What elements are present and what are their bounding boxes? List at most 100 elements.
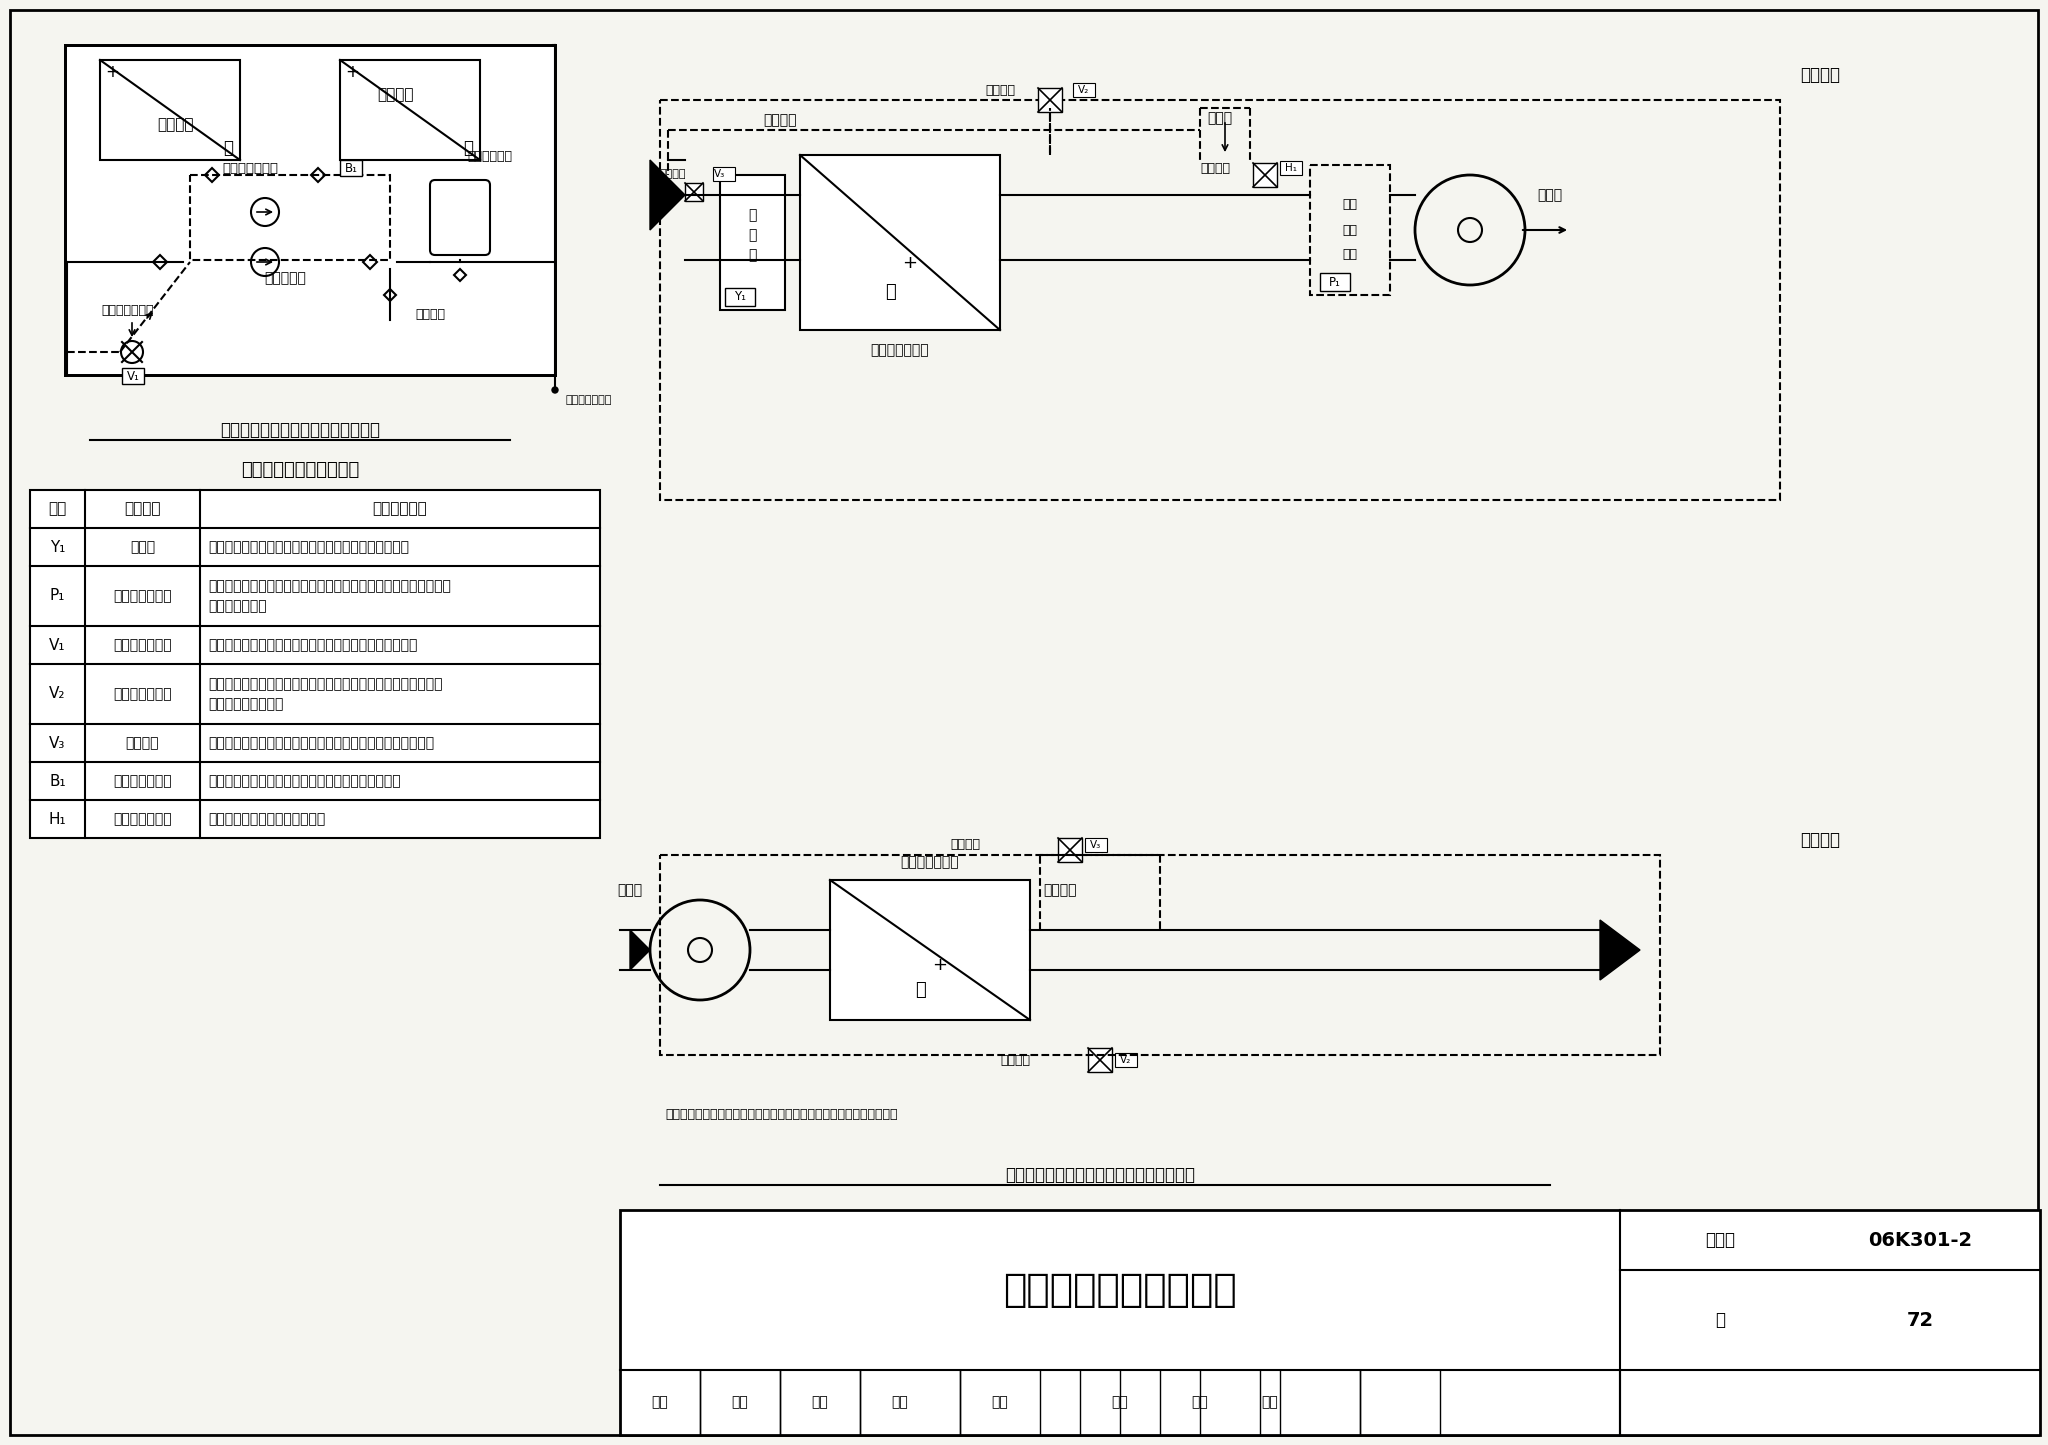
Text: －: －: [223, 139, 233, 158]
Text: 旁通管及旁通阀: 旁通管及旁通阀: [113, 686, 172, 701]
Text: 旁通风管: 旁通风管: [1042, 883, 1077, 897]
Text: 审核: 审核: [651, 1394, 668, 1409]
Bar: [713, 168, 735, 181]
Text: V₂: V₂: [1120, 1055, 1133, 1065]
Circle shape: [553, 387, 557, 393]
Text: －: －: [885, 283, 895, 302]
Text: 电动风阀: 电动风阀: [999, 1053, 1030, 1066]
Text: 隔膜式膨胀罐: 隔膜式膨胀罐: [467, 150, 512, 163]
Text: 图集号: 图集号: [1706, 1231, 1735, 1248]
Text: 页: 页: [1714, 1311, 1724, 1329]
Text: 溶液充注: 溶液充注: [416, 308, 444, 321]
Text: 电动风阀: 电动风阀: [125, 736, 160, 750]
Text: 系统最低点放空: 系统最低点放空: [565, 394, 612, 405]
Text: 预热器: 预热器: [129, 540, 156, 553]
Text: 盘管: 盘管: [1343, 249, 1358, 262]
Text: 加湿处理的系统: 加湿处理的系统: [209, 600, 266, 613]
Text: 适用于送风送入工作区前，为满足工作区温、湿度要求需要再热、: 适用于送风送入工作区前，为满足工作区温、湿度要求需要再热、: [209, 579, 451, 592]
Text: B₁: B₁: [49, 773, 66, 789]
Text: 适于处理风量大且需旁通时间长的系统，其中送风旁通也适用于: 适于处理风量大且需旁通时间长的系统，其中送风旁通也适用于: [209, 678, 442, 691]
Bar: [721, 175, 784, 311]
Text: 电动风阀: 电动风阀: [1200, 162, 1231, 175]
Bar: [1085, 838, 1108, 853]
Text: 热回收装置系统流程图: 热回收装置系统流程图: [1004, 1272, 1237, 1309]
Text: 适用于处理风量大、连续运行系统或比较重要的系统: 适用于处理风量大、连续运行系统或比较重要的系统: [209, 775, 401, 788]
Text: +: +: [104, 64, 119, 81]
Text: +: +: [903, 253, 918, 272]
Text: 电动风阀: 电动风阀: [950, 838, 981, 851]
Bar: [190, 175, 389, 260]
Text: 06K301-2: 06K301-2: [1868, 1231, 1972, 1250]
Text: 回风管及回风阀: 回风管及回风阀: [113, 812, 172, 827]
Text: 代号: 代号: [49, 501, 68, 516]
Text: 校对: 校对: [811, 1394, 827, 1409]
Text: 器: 器: [748, 249, 756, 262]
Text: 适于通过中间溶液的旁通控制来防止排风盘管结霜的系统: 适于通过中间溶液的旁通控制来防止排风盘管结霜的系统: [209, 639, 418, 652]
Text: 备用溶液循环泵: 备用溶液循环泵: [113, 775, 172, 788]
Text: V₁: V₁: [127, 370, 139, 383]
Text: 回风管: 回风管: [1208, 111, 1233, 126]
Text: 热回收装置选配部分说明: 热回收装置选配部分说明: [242, 461, 358, 478]
Text: 加热: 加热: [1343, 224, 1358, 237]
Text: 季伟: 季伟: [731, 1394, 748, 1409]
Bar: [684, 184, 702, 201]
Polygon shape: [649, 160, 684, 230]
Text: 电动风阀: 电动风阀: [659, 169, 686, 179]
Bar: [1087, 1048, 1112, 1072]
Text: 公初: 公初: [1262, 1394, 1278, 1409]
Bar: [1059, 838, 1081, 863]
Text: 注：图中虚线部分表示，设计时可根据工程实际需要选择配置的内容。: 注：图中虚线部分表示，设计时可根据工程实际需要选择配置的内容。: [666, 1108, 897, 1121]
Text: 送风系统: 送风系统: [1800, 66, 1839, 84]
Text: －: －: [915, 981, 926, 998]
Text: 电动三通调节阀: 电动三通调节阀: [113, 639, 172, 652]
Text: 二次: 二次: [1343, 198, 1358, 211]
Text: 王濂: 王濂: [891, 1394, 909, 1409]
Bar: [340, 61, 479, 160]
Text: 排风盘管: 排风盘管: [377, 88, 414, 103]
Text: V₂: V₂: [1079, 85, 1090, 95]
Polygon shape: [631, 931, 649, 970]
Bar: [829, 880, 1030, 1020]
Text: Y₁: Y₁: [49, 539, 66, 555]
Text: 防止排风结霜的系统: 防止排风结霜的系统: [209, 696, 283, 711]
Text: 排风系统: 排风系统: [1800, 831, 1839, 850]
Bar: [1321, 273, 1350, 290]
Text: V₃: V₃: [49, 736, 66, 750]
Text: 装置设置说明: 装置设置说明: [373, 501, 428, 516]
Text: V₂: V₂: [49, 686, 66, 701]
Text: 刘凯: 刘凯: [1192, 1394, 1208, 1409]
Polygon shape: [1599, 920, 1640, 980]
Bar: [1114, 1053, 1137, 1066]
Bar: [66, 45, 555, 376]
Text: V₃: V₃: [1090, 840, 1102, 850]
Bar: [1280, 160, 1303, 175]
Text: 送风机: 送风机: [1538, 188, 1563, 202]
Text: 设备名称: 设备名称: [125, 501, 160, 516]
Text: 图中为常规设置，手动或电动（双位或调节）的确定可供选择: 图中为常规设置，手动或电动（双位或调节）的确定可供选择: [209, 736, 434, 750]
FancyBboxPatch shape: [430, 181, 489, 254]
Bar: [659, 855, 1661, 1055]
Text: 预: 预: [748, 208, 756, 223]
Bar: [340, 160, 362, 176]
Bar: [1038, 88, 1063, 113]
Text: 送风盘管: 送风盘管: [158, 117, 193, 133]
Bar: [1253, 163, 1278, 186]
Text: 再热、加湿盘管: 再热、加湿盘管: [113, 590, 172, 603]
Text: 土泽: 土泽: [991, 1394, 1008, 1409]
Bar: [659, 100, 1780, 500]
Text: 设计: 设计: [1112, 1394, 1128, 1409]
Text: 72: 72: [1907, 1311, 1933, 1329]
Text: 适用于通过有循环风的空调系统: 适用于通过有循环风的空调系统: [209, 812, 326, 827]
Bar: [31, 490, 600, 838]
Bar: [100, 61, 240, 160]
Text: 热: 热: [748, 228, 756, 241]
Text: 适用于通过送风预热的控制来防止排风盘管结霜的系统: 适用于通过送风预热的控制来防止排风盘管结霜的系统: [209, 540, 410, 553]
Text: 备用溶液循环泵: 备用溶液循环泵: [221, 162, 279, 175]
Text: B₁: B₁: [344, 162, 358, 175]
Text: Y₁: Y₁: [733, 290, 745, 303]
Text: H₁: H₁: [49, 812, 66, 827]
Text: H₁: H₁: [1284, 163, 1296, 173]
Text: V₃: V₃: [715, 169, 725, 179]
Bar: [725, 288, 756, 306]
Bar: [1073, 82, 1096, 97]
